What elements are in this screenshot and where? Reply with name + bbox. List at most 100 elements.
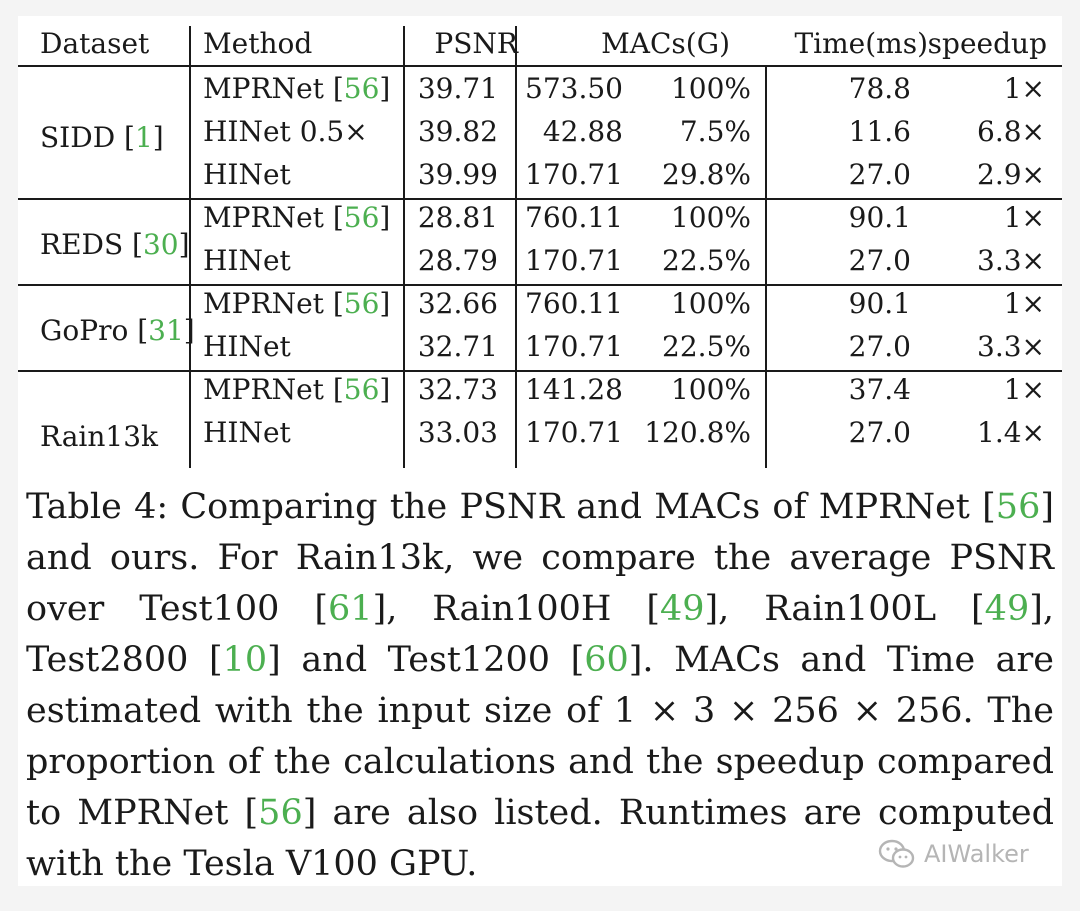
time-cell: 90.1: [848, 201, 911, 234]
method-cell: HINet: [203, 161, 291, 189]
column-rule: [515, 26, 517, 468]
psnr-cell: 32.73: [417, 373, 498, 406]
dataset-cell: REDS [30]: [40, 231, 190, 259]
time-cell: 27.0: [848, 330, 911, 363]
method-cell: MPRNet [56]: [203, 290, 390, 318]
bracket: ]: [379, 201, 391, 234]
method-cell: MPRNet [56]: [203, 75, 390, 103]
dataset-citation: 30: [142, 228, 179, 261]
macs-cell: 573.50: [525, 72, 623, 105]
method-cell: MPRNet [56]: [203, 204, 390, 232]
pct-cell: 120.8%: [644, 416, 751, 449]
wechat-icon: [878, 839, 915, 868]
bracket: [: [128, 314, 149, 347]
time-cell: 27.0: [848, 244, 911, 277]
caption-text: ], Rain100L [: [704, 589, 985, 629]
macs-cell: 141.28: [525, 373, 623, 406]
bracket: ]: [379, 72, 391, 105]
method-cell: HINet: [203, 247, 291, 275]
cell-text: HINet: [203, 244, 291, 277]
caption-text: ], Rain100H [: [372, 589, 660, 629]
header-dataset: Dataset: [40, 27, 150, 60]
psnr-cell: 32.71: [417, 330, 498, 363]
group-rule: [18, 370, 1062, 372]
pct-cell: 22.5%: [662, 244, 751, 277]
psnr-cell: 39.71: [417, 72, 498, 105]
cell-text: HINet: [203, 158, 291, 191]
cell-text: GoPro: [40, 314, 129, 347]
method-citation: 56: [343, 72, 380, 105]
cell-text: HINet 0.5×: [203, 115, 368, 148]
group-rule: [18, 284, 1062, 286]
caption-text: ], Test2800 [: [26, 589, 1054, 680]
caption-text: ] and Test1200 [: [267, 640, 585, 680]
column-rule: [403, 26, 405, 468]
method-cell: HINet: [203, 419, 291, 447]
cell-text: REDS: [40, 228, 124, 261]
psnr-cell: 39.99: [417, 158, 498, 191]
bracket: ]: [379, 287, 391, 320]
bracket: [: [323, 373, 344, 406]
caption-text: ] and ours. For Rain13k, we compare the …: [26, 487, 1054, 629]
time-cell: 90.1: [848, 287, 911, 320]
watermark: AIWalker: [878, 834, 1029, 874]
speedup-cell: 1×: [1003, 373, 1045, 406]
bracket: [: [323, 72, 344, 105]
caption-citation: 49: [984, 589, 1030, 629]
pct-cell: 100%: [670, 72, 751, 105]
bracket: [: [115, 120, 135, 154]
speedup-cell: 1.4×: [977, 416, 1045, 449]
pct-cell: 22.5%: [662, 330, 751, 363]
dataset-cell: SIDD [1]: [40, 120, 164, 154]
macs-cell: 760.11: [525, 287, 623, 320]
caption-text: ]. MACs and Time are estimated with the …: [26, 640, 1054, 833]
bracket: [: [323, 201, 344, 234]
cell-text: MPRNet: [203, 287, 324, 320]
bracket: ]: [152, 120, 164, 154]
header-macs: MACs(G): [601, 27, 730, 60]
time-cell: 11.6: [848, 115, 911, 148]
speedup-cell: 3.3×: [977, 330, 1045, 363]
pct-cell: 100%: [670, 287, 751, 320]
header-time: Time(ms): [794, 27, 928, 60]
results-table: Dataset Method PSNR MACs(G) Time(ms) speedup S…: [18, 16, 1062, 476]
dataset-cell: Rain13k: [40, 423, 158, 451]
bracket: [: [123, 228, 143, 261]
cell-text: MPRNet: [203, 72, 324, 105]
bracket: [: [323, 287, 344, 320]
speedup-cell: 1×: [1003, 72, 1045, 105]
psnr-cell: 28.81: [417, 201, 498, 234]
speedup-cell: 6.8×: [977, 115, 1045, 148]
speedup-cell: 1×: [1003, 201, 1045, 234]
paper-figure: Dataset Method PSNR MACs(G) Time(ms) speedup S…: [18, 16, 1062, 886]
macs-cell: 170.71: [525, 158, 623, 191]
speedup-cell: 2.9×: [977, 158, 1045, 191]
macs-cell: 170.71: [525, 244, 623, 277]
dataset-cell: GoPro [31]: [40, 317, 195, 345]
caption-citation: 61: [328, 589, 373, 629]
caption-text: ] are also listed. Runtimes are computed…: [26, 793, 1054, 884]
psnr-cell: 28.79: [417, 244, 498, 277]
method-citation: 56: [343, 201, 380, 234]
psnr-cell: 32.66: [417, 287, 498, 320]
cell-text: HINet: [203, 330, 291, 363]
dataset-citation: 31: [148, 314, 184, 347]
pct-cell: 29.8%: [662, 158, 751, 191]
psnr-cell: 39.82: [417, 115, 498, 148]
header-rule: [18, 65, 1062, 67]
column-rule: [189, 26, 191, 468]
caption-citation: 10: [222, 640, 268, 680]
table-caption: Table 4: Comparing the PSNR and MACs of …: [26, 482, 1054, 890]
macs-cell: 170.71: [525, 416, 623, 449]
time-cell: 78.8: [848, 72, 911, 105]
group-rule: [18, 198, 1062, 200]
pct-cell: 7.5%: [679, 115, 751, 148]
cell-text: Rain13k: [40, 420, 159, 453]
time-cell: 27.0: [848, 158, 911, 191]
method-cell: HINet: [203, 333, 291, 361]
time-cell: 37.4: [848, 373, 911, 406]
time-cell: 27.0: [848, 416, 911, 449]
header-psnr: PSNR: [434, 27, 518, 60]
watermark-text: AIWalker: [924, 840, 1029, 868]
bracket: ]: [178, 228, 190, 261]
